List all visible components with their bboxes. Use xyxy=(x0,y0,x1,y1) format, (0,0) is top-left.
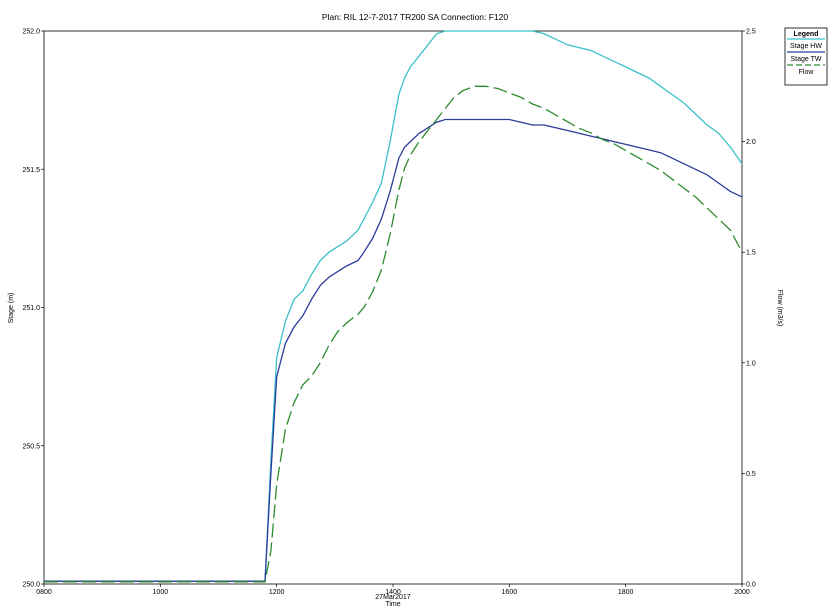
x-tick-label: 1600 xyxy=(502,589,518,596)
series-line-flow xyxy=(44,85,743,583)
left-y-tick-label: 250.5 xyxy=(22,443,40,450)
right-y-axis-ticks: 0.0 0.5 1.0 1.5 2.0 2.5 xyxy=(742,29,756,589)
left-y-axis-ticks: 250.0 250.5 251.0 251.5 252.0 xyxy=(22,29,44,589)
series-line-stage-tw xyxy=(44,118,743,582)
right-y-axis-label: Flow (m3/s) xyxy=(776,290,783,327)
x-tick-label: 2000 xyxy=(734,589,750,596)
right-y-tick-label: 0.0 xyxy=(746,582,756,589)
x-tick-label: 1000 xyxy=(153,589,169,596)
x-axis-date-label: 27Mar2017 xyxy=(375,594,411,601)
series-line-stage-hw xyxy=(44,30,743,582)
x-axis-label: Time xyxy=(385,601,400,608)
legend-title: Legend xyxy=(794,31,819,38)
right-y-tick-label: 1.5 xyxy=(746,250,756,257)
right-y-tick-label: 1.0 xyxy=(746,360,756,367)
left-y-tick-label: 252.0 xyxy=(22,29,40,36)
x-tick-label: 1800 xyxy=(618,589,634,596)
left-y-axis-label: Stage (m) xyxy=(8,293,15,324)
legend-entry: Stage HW xyxy=(790,43,822,50)
x-tick-label: 0800 xyxy=(36,589,52,596)
left-y-tick-label: 251.5 xyxy=(22,167,40,174)
right-y-tick-label: 2.5 xyxy=(746,29,756,36)
legend-box xyxy=(784,27,828,86)
left-y-tick-label: 250.0 xyxy=(22,582,40,589)
x-tick-label: 1200 xyxy=(269,589,285,596)
legend-entry: Flow xyxy=(799,69,815,76)
legend: Legend Stage HW Stage TW Flow xyxy=(784,27,828,86)
right-y-tick-label: 0.5 xyxy=(746,471,756,478)
right-y-tick-label: 2.0 xyxy=(746,139,756,146)
plot-frame xyxy=(43,30,743,585)
left-y-tick-label: 251.0 xyxy=(22,305,40,312)
x-tick-label: 1400 xyxy=(385,589,401,596)
chart-title: Plan: RIL 12-7-2017 TR200 SA Connection:… xyxy=(322,12,508,22)
legend-entry: Stage TW xyxy=(791,56,822,63)
series-layer xyxy=(44,30,743,583)
x-axis-ticks: 0800 1000 1200 1400 1600 1800 2000 xyxy=(36,584,750,596)
